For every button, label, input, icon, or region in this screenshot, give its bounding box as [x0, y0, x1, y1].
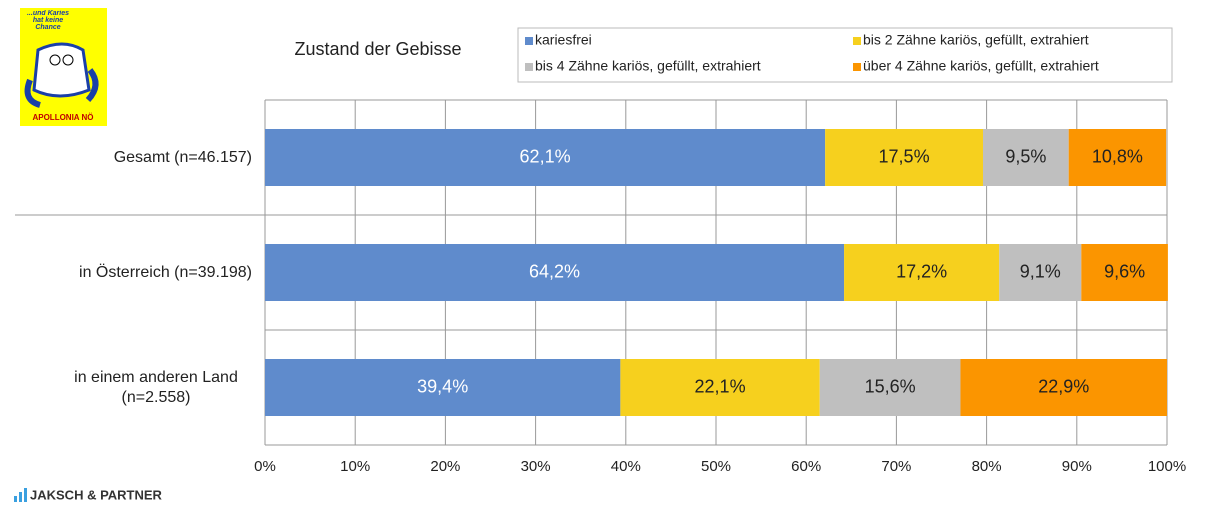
legend-swatch	[853, 37, 861, 45]
x-tick-label: 60%	[791, 458, 821, 475]
footer-brand: JAKSCH & PARTNER	[30, 487, 163, 502]
logo-tooth	[34, 44, 89, 96]
y-tick-label: in Österreich (n=39.198)	[20, 253, 252, 293]
y-tick-label: Gesamt (n=46.157)	[20, 138, 252, 178]
value-label: 62,1%	[520, 146, 571, 166]
value-label: 22,9%	[1038, 376, 1089, 396]
value-label: 9,1%	[1020, 261, 1061, 281]
x-tick-label: 10%	[340, 458, 370, 475]
x-tick-label: 30%	[521, 458, 551, 475]
footer-icon-bar	[24, 488, 27, 502]
logo-name: APOLLONIA NÖ	[32, 113, 93, 122]
value-label: 22,1%	[695, 376, 746, 396]
legend-label: bis 2 Zähne kariös, gefüllt, extrahiert	[863, 32, 1089, 48]
value-label: 64,2%	[529, 261, 580, 281]
legend-swatch	[525, 63, 533, 71]
logo: ...und Karies hat keine Chance APOLLONIA…	[20, 8, 107, 126]
page: ...und Karies hat keine Chance APOLLONIA…	[0, 0, 1211, 508]
x-tick-label: 80%	[972, 458, 1002, 475]
value-label: 9,5%	[1005, 146, 1046, 166]
value-label: 17,2%	[896, 261, 947, 281]
logo-eye	[63, 55, 73, 65]
footer-icon-bar	[19, 492, 22, 502]
legend-swatch	[853, 63, 861, 71]
value-label: 39,4%	[417, 376, 468, 396]
footer-icon-bar	[14, 496, 17, 502]
legend-label: kariesfrei	[535, 32, 592, 48]
chart-title: Zustand der Gebisse	[294, 39, 461, 59]
x-tick-label: 90%	[1062, 458, 1092, 475]
x-tick-label: 70%	[881, 458, 911, 475]
y-tick-label: in einem anderen Land (n=2.558)	[20, 368, 252, 408]
value-label: 10,8%	[1092, 146, 1143, 166]
x-tick-label: 100%	[1148, 458, 1186, 475]
x-tick-label: 40%	[611, 458, 641, 475]
footer-logo: JAKSCH & PARTNER	[14, 487, 163, 502]
legend-label: bis 4 Zähne kariös, gefüllt, extrahiert	[535, 58, 761, 74]
x-tick-label: 0%	[254, 458, 276, 475]
logo-slogan-box: ...und Karies hat keine Chance	[22, 10, 74, 50]
x-tick-label: 50%	[701, 458, 731, 475]
legend-label: über 4 Zähne kariös, gefüllt, extrahiert	[863, 58, 1099, 74]
logo-slogan: ...und Karies hat keine Chance	[22, 10, 74, 31]
legend-swatch	[525, 37, 533, 45]
value-label: 17,5%	[879, 146, 930, 166]
value-label: 9,6%	[1104, 261, 1145, 281]
x-tick-label: 20%	[430, 458, 460, 475]
value-label: 15,6%	[865, 376, 916, 396]
logo-eye	[50, 55, 60, 65]
